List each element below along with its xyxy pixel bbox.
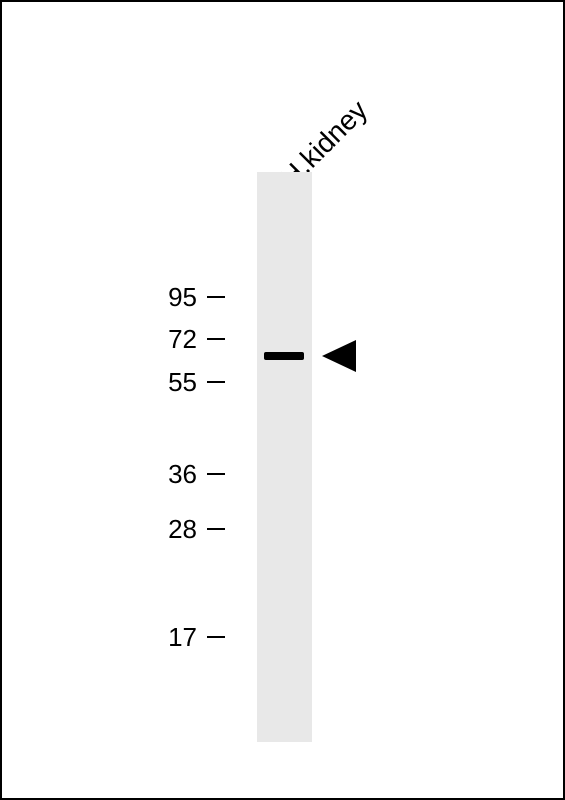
marker-tick-72	[207, 338, 225, 340]
arrow-indicator	[320, 338, 360, 383]
marker-28: 28	[147, 514, 197, 545]
marker-tick-55	[207, 381, 225, 383]
blot-frame: H.kidney 95 72 55 36 28 17	[0, 0, 565, 800]
marker-95: 95	[147, 282, 197, 313]
marker-tick-95	[207, 296, 225, 298]
marker-tick-28	[207, 528, 225, 530]
band	[264, 352, 304, 360]
marker-17: 17	[147, 622, 197, 653]
lane-strip	[257, 172, 312, 742]
marker-72: 72	[147, 324, 197, 355]
marker-55: 55	[147, 367, 197, 398]
marker-tick-36	[207, 473, 225, 475]
marker-tick-17	[207, 636, 225, 638]
marker-36: 36	[147, 459, 197, 490]
